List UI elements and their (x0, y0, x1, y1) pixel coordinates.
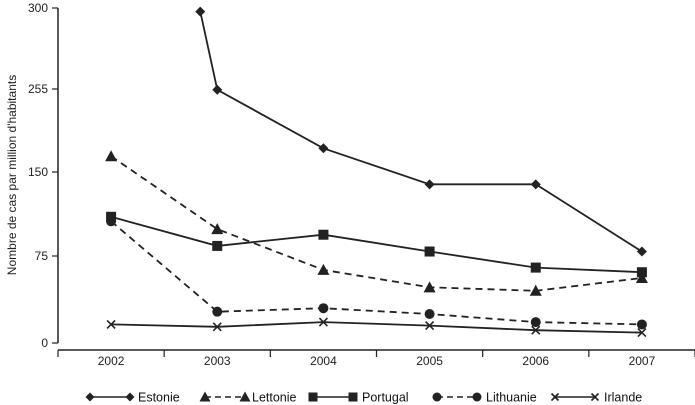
legend-item-estonie: Estonie (85, 391, 180, 405)
legend-item-lithuanie: Lithuanie (432, 391, 537, 405)
data-point (106, 216, 117, 227)
x-tick-label: 2002 (98, 354, 125, 368)
x-tick-label: 2005 (416, 354, 443, 368)
data-point (105, 150, 118, 162)
series-line (110, 155, 643, 292)
data-point (318, 143, 329, 154)
legend-marker (472, 392, 482, 402)
data-point (636, 319, 647, 330)
legend-item-irlande: Irlande (550, 391, 642, 405)
legend-marker (85, 392, 95, 402)
data-point (212, 306, 223, 317)
legend-label: Estonie (138, 391, 180, 405)
legend-item-portugal: Portugal (308, 391, 409, 405)
data-point (212, 84, 223, 95)
legend-marker (348, 392, 358, 402)
data-point (211, 223, 224, 235)
data-point (424, 309, 435, 319)
data-point (212, 322, 222, 332)
data-point (195, 6, 206, 17)
series-lithuanie (106, 216, 647, 330)
legend-marker (590, 392, 600, 402)
series-irlande (106, 317, 647, 338)
legend-label: Lettonie (252, 391, 297, 405)
data-point (637, 327, 647, 338)
data-point (106, 319, 116, 330)
x-tick-label: 2007 (629, 354, 656, 368)
data-point (530, 262, 541, 273)
data-point (531, 325, 541, 335)
data-point (529, 284, 542, 296)
data-point (636, 246, 647, 257)
legend-label: Portugal (362, 391, 409, 405)
legend-marker (125, 392, 135, 402)
data-point (318, 317, 328, 327)
axes (57, 8, 695, 357)
data-point (318, 229, 329, 240)
data-point (425, 321, 435, 331)
series-group (105, 6, 648, 338)
y-tick-labels: 0 75 150 255 300 (28, 1, 58, 350)
legend-marker (239, 391, 251, 402)
legend-marker (550, 392, 560, 402)
legend-label: Irlande (604, 391, 642, 405)
legend: Estonie Lettonie Portugal Lithuanie Irlande (85, 391, 642, 405)
legend-marker (199, 391, 211, 402)
y-tick-label: 255 (28, 82, 48, 96)
legend-label: Lithuanie (486, 391, 537, 405)
y-tick-label: 300 (28, 1, 48, 15)
data-point (424, 246, 435, 257)
y-axis-label: Nombre de cas par million d'habitants (5, 75, 19, 275)
series-line (111, 321, 642, 334)
data-point (530, 179, 541, 190)
legend-marker (432, 392, 442, 402)
data-point (530, 317, 541, 328)
series-line (110, 215, 642, 274)
series-estonie (195, 6, 647, 257)
y-tick-label: 150 (28, 165, 48, 179)
data-point (318, 303, 329, 314)
data-point (212, 240, 223, 251)
x-tick-label: 2003 (204, 354, 231, 368)
series-line (199, 11, 643, 253)
data-point (424, 179, 435, 190)
series-lettonie (105, 150, 648, 296)
data-point (636, 267, 647, 278)
data-point (317, 263, 330, 275)
legend-item-lettonie: Lettonie (199, 391, 297, 405)
x-tick-labels: 2002 2003 2004 2005 2006 2007 (98, 354, 656, 368)
x-tick-label: 2004 (310, 354, 337, 368)
series-portugal (106, 211, 647, 278)
y-tick-label: 75 (35, 249, 49, 263)
legend-marker (308, 392, 318, 402)
y-tick-label: 0 (41, 336, 48, 350)
x-tick-label: 2006 (522, 354, 549, 368)
data-point (635, 272, 648, 284)
data-point (423, 281, 436, 293)
series-line (110, 220, 642, 326)
